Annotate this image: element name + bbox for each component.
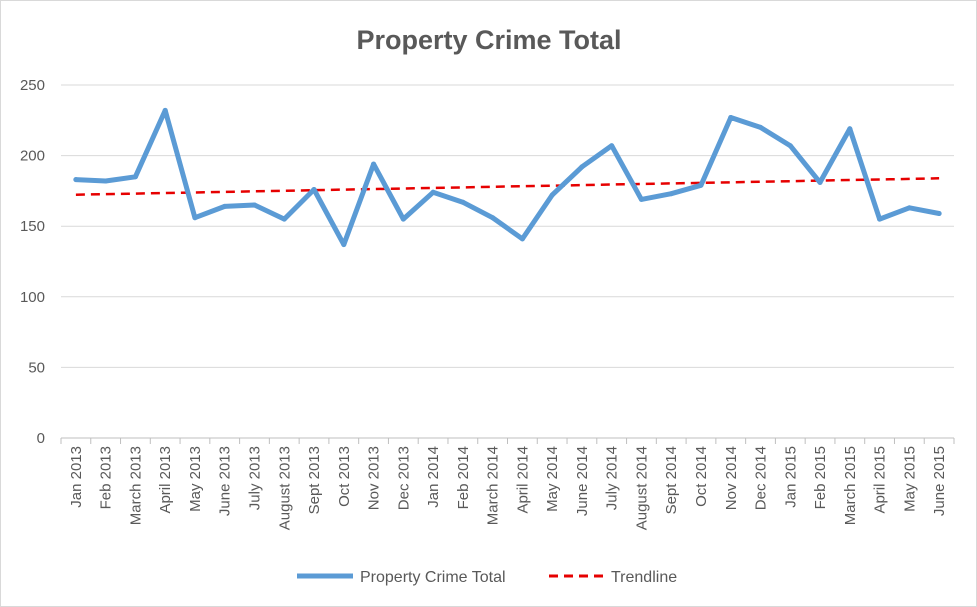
data-point bbox=[311, 186, 317, 192]
x-tick-label: June 2013 bbox=[217, 446, 234, 516]
x-tick-label: Feb 2014 bbox=[455, 446, 472, 509]
y-tick-label: 50 bbox=[28, 359, 45, 376]
data-point bbox=[847, 126, 853, 132]
x-tick-label: August 2014 bbox=[633, 446, 650, 530]
x-tick-label: Oct 2013 bbox=[336, 446, 353, 507]
x-tick-label: Oct 2014 bbox=[693, 446, 710, 507]
x-tick-label: June 2014 bbox=[574, 446, 591, 516]
x-tick-label: June 2015 bbox=[931, 446, 948, 516]
data-point bbox=[222, 203, 228, 209]
data-point bbox=[192, 215, 198, 221]
data-point bbox=[609, 143, 615, 149]
data-point bbox=[787, 143, 793, 149]
x-tick-label: May 2015 bbox=[901, 446, 918, 512]
data-point bbox=[251, 202, 257, 208]
x-tick-label: Sept 2013 bbox=[306, 446, 323, 514]
x-tick-label: July 2013 bbox=[246, 446, 263, 510]
data-point bbox=[460, 199, 466, 205]
x-tick-label: March 2013 bbox=[127, 446, 144, 525]
data-point bbox=[400, 216, 406, 222]
x-tick-label: Nov 2013 bbox=[366, 446, 383, 510]
legend-label-series: Property Crime Total bbox=[360, 569, 506, 586]
data-point bbox=[758, 124, 764, 130]
x-tick-label: April 2015 bbox=[872, 446, 889, 514]
x-tick-label: March 2015 bbox=[842, 446, 859, 525]
data-point bbox=[549, 192, 555, 198]
legend-label-trendline: Trendline bbox=[611, 569, 677, 586]
plot-area bbox=[73, 107, 942, 248]
x-tick-label: Dec 2013 bbox=[395, 446, 412, 510]
x-tick-label: March 2014 bbox=[485, 446, 502, 525]
x-tick-label: May 2013 bbox=[187, 446, 204, 512]
y-tick-label: 200 bbox=[20, 148, 45, 165]
x-tick-label: Jan 2015 bbox=[782, 446, 799, 508]
data-point bbox=[817, 179, 823, 185]
data-point bbox=[132, 174, 138, 180]
data-point bbox=[73, 177, 79, 183]
trendline-line bbox=[75, 177, 940, 196]
y-tick-label: 0 bbox=[37, 430, 45, 447]
data-point bbox=[519, 236, 525, 242]
x-tick-label: Nov 2014 bbox=[723, 446, 740, 510]
x-tick-label: August 2013 bbox=[276, 446, 293, 530]
x-tick-label: Dec 2014 bbox=[753, 446, 770, 510]
y-tick-label: 100 bbox=[20, 289, 45, 306]
data-point bbox=[430, 189, 436, 195]
x-tick-label: April 2013 bbox=[157, 446, 174, 514]
chart-title: Property Crime Total bbox=[356, 25, 621, 55]
legend: Property Crime Total Trendline bbox=[297, 569, 677, 586]
data-point bbox=[698, 182, 704, 188]
x-tick-label: Feb 2013 bbox=[98, 446, 115, 509]
data-point bbox=[638, 196, 644, 202]
data-point bbox=[906, 205, 912, 211]
data-point bbox=[371, 161, 377, 167]
x-tick-label: April 2014 bbox=[514, 446, 531, 514]
data-point bbox=[490, 215, 496, 221]
data-point bbox=[162, 107, 168, 113]
data-point bbox=[579, 164, 585, 170]
x-tick-label: May 2014 bbox=[544, 446, 561, 512]
data-point bbox=[103, 178, 109, 184]
x-tick-label: Feb 2015 bbox=[812, 446, 829, 509]
data-point bbox=[877, 216, 883, 222]
x-axis: Jan 2013 Feb 2013 March 2013 April 2013 May … bbox=[60, 437, 955, 530]
y-tick-label: 250 bbox=[20, 77, 45, 94]
data-point bbox=[341, 242, 347, 248]
y-axis: 0 50 100 150 200 250 bbox=[20, 77, 45, 447]
data-point bbox=[281, 216, 287, 222]
series-line-property-crime-total bbox=[73, 107, 942, 248]
y-tick-label: 150 bbox=[20, 218, 45, 235]
x-tick-label: Jan 2014 bbox=[425, 446, 442, 508]
x-tick-label: Sept 2014 bbox=[663, 446, 680, 514]
data-point bbox=[936, 210, 942, 216]
data-point bbox=[668, 191, 674, 197]
data-point bbox=[728, 114, 734, 120]
x-tick-label: July 2014 bbox=[604, 446, 621, 510]
x-tick-label: Jan 2013 bbox=[68, 446, 85, 508]
